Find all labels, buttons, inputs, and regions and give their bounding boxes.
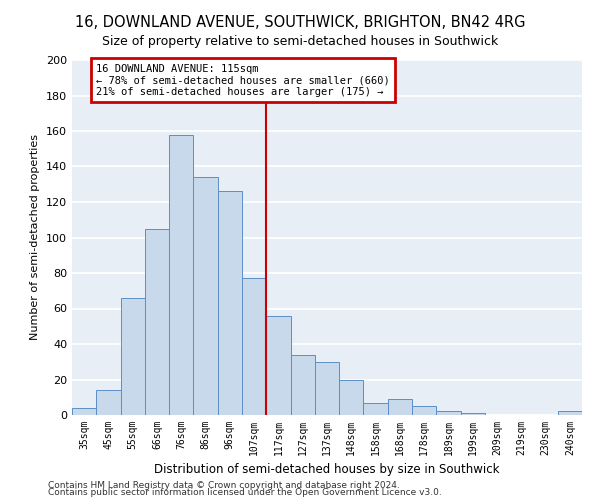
Bar: [72, 408, 96, 415]
Bar: [315, 362, 339, 415]
Bar: [364, 402, 388, 415]
Bar: [339, 380, 364, 415]
Text: Size of property relative to semi-detached houses in Southwick: Size of property relative to semi-detach…: [102, 35, 498, 48]
Y-axis label: Number of semi-detached properties: Number of semi-detached properties: [31, 134, 40, 340]
Bar: [436, 412, 461, 415]
Bar: [290, 354, 315, 415]
Bar: [193, 177, 218, 415]
Bar: [461, 413, 485, 415]
Bar: [412, 406, 436, 415]
Text: 16, DOWNLAND AVENUE, SOUTHWICK, BRIGHTON, BN42 4RG: 16, DOWNLAND AVENUE, SOUTHWICK, BRIGHTON…: [75, 15, 525, 30]
Bar: [558, 412, 582, 415]
X-axis label: Distribution of semi-detached houses by size in Southwick: Distribution of semi-detached houses by …: [154, 464, 500, 476]
Bar: [145, 228, 169, 415]
Bar: [121, 298, 145, 415]
Text: 16 DOWNLAND AVENUE: 115sqm
← 78% of semi-detached houses are smaller (660)
21% o: 16 DOWNLAND AVENUE: 115sqm ← 78% of semi…: [96, 64, 390, 96]
Text: Contains HM Land Registry data © Crown copyright and database right 2024.: Contains HM Land Registry data © Crown c…: [48, 480, 400, 490]
Bar: [266, 316, 290, 415]
Bar: [96, 390, 121, 415]
Text: Contains public sector information licensed under the Open Government Licence v3: Contains public sector information licen…: [48, 488, 442, 497]
Bar: [218, 192, 242, 415]
Bar: [388, 399, 412, 415]
Bar: [169, 134, 193, 415]
Bar: [242, 278, 266, 415]
